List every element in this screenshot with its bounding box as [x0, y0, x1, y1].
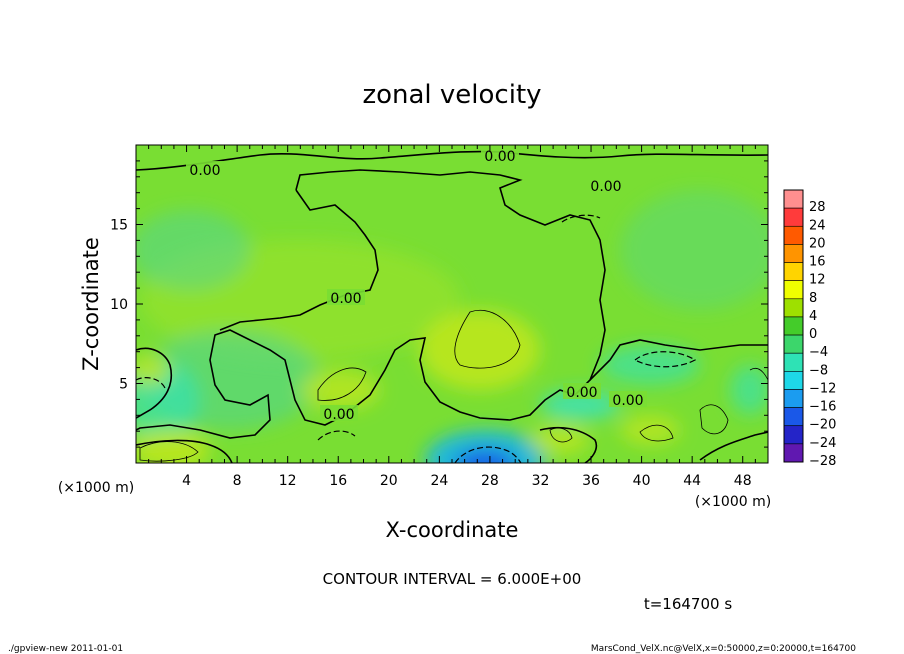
- x-tick-label: 36: [582, 473, 600, 489]
- contour-lines: [136, 150, 768, 463]
- colorbar-swatch: [783, 389, 804, 408]
- time-label: t=164700 s: [644, 595, 732, 613]
- x-tick-label: 24: [430, 473, 448, 489]
- colorbar-swatch: [783, 443, 804, 463]
- y-axis-label: Z-coordinate: [79, 237, 103, 371]
- colorbar: 28 24 20 16 12 8 4 0 −4 −8 −12 −16 −20 −24 −28: [783, 189, 836, 469]
- colorbar-swatch: [783, 225, 804, 245]
- y-tick-label: 5: [119, 377, 128, 393]
- colorbar-label: 4: [809, 309, 817, 324]
- contour-label-bg: [609, 391, 647, 407]
- footer-right: MarsCond_VelX.nc@VelX,x=0:50000,z=0:2000…: [591, 644, 856, 654]
- colorbar-swatch: [783, 262, 804, 281]
- x-tick-label: 40: [633, 473, 651, 489]
- contour-label-bg: [327, 289, 365, 305]
- colorbar-label: −8: [809, 363, 828, 378]
- colorbar-swatch: [783, 334, 804, 354]
- x-tick-label: 44: [683, 473, 701, 489]
- contour-label-bg: [481, 147, 519, 163]
- colorbar-swatch: [783, 244, 804, 263]
- colorbar-swatch: [783, 298, 804, 318]
- x-tick-label: 28: [481, 473, 499, 489]
- colorbar-label: −28: [809, 454, 836, 469]
- colorbar-label: 12: [809, 273, 826, 288]
- colorbar-swatch: [783, 189, 804, 209]
- contour-label: 0.00: [189, 163, 220, 179]
- colorbar-swatch: [783, 371, 804, 390]
- x-axis-label: X-coordinate: [386, 518, 519, 542]
- contour-interval: CONTOUR INTERVAL = 6.000E+00: [323, 570, 582, 588]
- colorbar-swatch: [783, 207, 804, 227]
- colorbar-frame: [783, 189, 804, 463]
- contour-label: 0.00: [612, 393, 643, 409]
- colorbar-label: 16: [809, 255, 826, 270]
- x-tick-label: 12: [279, 473, 297, 489]
- colorbar-swatch: [783, 316, 804, 336]
- colorbar-label: −20: [809, 418, 836, 433]
- contour-lines-dashed: [136, 214, 697, 463]
- y-axis: 5 10 15: [110, 144, 768, 464]
- colorbar-label: 20: [809, 236, 826, 251]
- x-tick-label: 20: [380, 473, 398, 489]
- contour-label: 0.00: [590, 179, 621, 195]
- x-tick-label: 16: [329, 473, 347, 489]
- colorbar-label: −4: [809, 345, 828, 360]
- contour-label-bg: [320, 405, 358, 421]
- x-axis: 4 8 12 16 20 24 28 32 36 40 44 48: [135, 145, 769, 489]
- x-tick-label: 48: [734, 473, 752, 489]
- colorbar-label: −12: [809, 381, 836, 396]
- colorbar-label: 24: [809, 218, 826, 233]
- contour-label: 0.00: [484, 149, 515, 165]
- colorbar-label: 0: [809, 327, 817, 342]
- contour-label-bg: [587, 177, 625, 193]
- colorbar-label: 8: [809, 291, 817, 306]
- footer-left: ./gpview-new 2011-01-01: [8, 644, 123, 654]
- contour-label-bg: [186, 161, 224, 177]
- chart-title: zonal velocity: [362, 80, 541, 110]
- x-tick-label: 32: [532, 473, 550, 489]
- x-tick-label: 8: [233, 473, 242, 489]
- contour-label: 0.00: [330, 291, 361, 307]
- contour-label: 0.00: [323, 407, 354, 423]
- x-tick-label: 4: [182, 473, 191, 489]
- contour-label-bg: [563, 383, 601, 399]
- x-unit-right: (×1000 m): [695, 494, 771, 510]
- y-tick-label: 10: [110, 297, 128, 313]
- colorbar-label: −24: [809, 436, 836, 451]
- plot-area: 0.00 0.00 0.00 0.00 0.00 0.00 0.00: [136, 145, 768, 463]
- contour-lines-thin: [139, 310, 768, 462]
- x-unit-left: (×1000 m): [58, 480, 134, 496]
- colorbar-swatch: [783, 407, 804, 427]
- colorbar-label: −16: [809, 400, 836, 415]
- contour-labels: 0.00 0.00 0.00 0.00 0.00 0.00 0.00: [186, 147, 647, 423]
- contour-label: 0.00: [566, 385, 597, 401]
- y-tick-label: 15: [110, 218, 128, 234]
- colorbar-label: 28: [809, 200, 826, 215]
- colorbar-swatch: [783, 280, 804, 300]
- colorbar-swatch: [783, 425, 804, 445]
- colorbar-swatch: [783, 352, 804, 372]
